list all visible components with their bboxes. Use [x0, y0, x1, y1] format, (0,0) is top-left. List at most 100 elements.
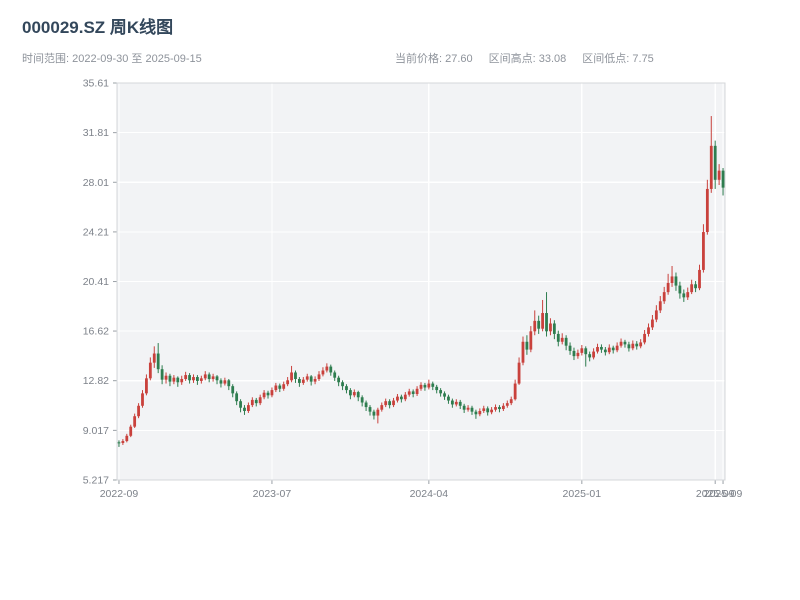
candle-body: [470, 407, 474, 412]
candle-body: [458, 401, 462, 406]
candle-body: [325, 366, 329, 371]
candle-body: [235, 393, 239, 402]
candle-body: [513, 383, 517, 400]
candle-body: [384, 401, 388, 406]
price-stats: 当前价格: 27.60 区间高点: 33.08 区间低点: 7.75: [395, 50, 670, 66]
candle-body: [172, 377, 176, 382]
candle-body: [702, 232, 705, 270]
candle-body: [482, 408, 486, 411]
candle-body: [658, 301, 662, 311]
candle-body: [152, 353, 156, 363]
candle-body: [156, 353, 160, 370]
candle-body: [545, 313, 548, 332]
candle-body: [690, 284, 694, 293]
candle-body: [298, 378, 301, 383]
candle-body: [345, 386, 348, 391]
candle-body: [180, 378, 184, 383]
candle-body: [474, 411, 478, 415]
candle-body: [670, 276, 674, 283]
candle-body: [168, 375, 172, 382]
candle-body: [521, 341, 525, 363]
candle-body: [188, 375, 191, 381]
candle-body: [651, 319, 654, 328]
candle-body: [549, 323, 552, 332]
candle-body: [376, 409, 380, 416]
candle-body: [580, 348, 584, 353]
candle-body: [396, 396, 399, 401]
x-tick-label: 2025-09: [696, 488, 735, 500]
candle-body: [423, 384, 427, 388]
candle-body: [301, 379, 305, 383]
candle-body: [639, 342, 643, 347]
candle-body: [454, 401, 458, 405]
candle-body: [254, 399, 258, 404]
candle-body: [541, 313, 544, 329]
candle-body: [294, 372, 297, 379]
candle-body: [721, 170, 725, 188]
candle-body: [647, 327, 650, 334]
candle-body: [203, 374, 207, 379]
candle-body: [509, 399, 513, 404]
candle-body: [278, 385, 282, 389]
candle-body: [348, 390, 352, 396]
candle-body: [239, 401, 242, 408]
candle-body: [243, 407, 246, 411]
candle-body: [443, 393, 446, 397]
candle-body: [517, 362, 521, 384]
candle-body: [262, 392, 266, 398]
candle-body: [258, 397, 262, 404]
page-title: 000029.SZ 周K线图: [22, 18, 174, 37]
candle-body: [698, 269, 701, 289]
candle-body: [117, 442, 121, 444]
candle-body: [635, 343, 639, 347]
kline-chart: 5.217 9.017 12.82 16.62 20.41 24.21 28.01 31.81…: [83, 78, 743, 501]
candle-body: [388, 401, 392, 406]
y-tick-label: 28.01: [83, 177, 109, 189]
candle-body: [313, 378, 317, 382]
candle-body: [686, 292, 690, 298]
candle-body: [529, 331, 533, 350]
candle-body: [368, 407, 372, 412]
y-tick-label: 31.81: [83, 127, 109, 139]
candle-body: [356, 392, 360, 398]
candle-body: [321, 370, 325, 375]
candle-body: [403, 394, 407, 400]
candle-body: [352, 392, 356, 396]
candle-body: [196, 377, 199, 381]
candle-body: [364, 402, 368, 408]
candle-body: [148, 362, 152, 379]
y-tick-label: 16.62: [83, 326, 109, 338]
candle-body: [250, 399, 254, 406]
candle-body: [392, 400, 395, 406]
candle-body: [678, 285, 682, 294]
candle-body: [560, 337, 564, 342]
candle-body: [435, 386, 439, 391]
candle-body: [415, 388, 419, 395]
candle-body: [572, 350, 576, 357]
candle-body: [525, 341, 529, 350]
candle-body: [266, 392, 270, 396]
candle-body: [231, 386, 235, 394]
x-tick-label: 2025-09: [704, 488, 743, 500]
candle-body: [662, 292, 666, 302]
candle-body: [494, 407, 497, 410]
candle-body: [419, 384, 423, 389]
candle-body: [380, 405, 384, 410]
candle-body: [215, 376, 219, 381]
candle-body: [533, 320, 537, 332]
x-tick-label: 2025-01: [563, 488, 602, 500]
time-range-label: 时间范围: 2022-09-30 至 2025-09-15: [22, 53, 202, 65]
candle-body: [286, 380, 290, 385]
candle-body: [341, 382, 344, 387]
candle-body: [141, 393, 144, 406]
candle-body: [615, 345, 619, 351]
candle-body: [333, 372, 337, 378]
candle-body: [447, 396, 450, 401]
candle-body: [603, 349, 607, 353]
y-tick-label: 24.21: [83, 226, 109, 238]
candle-body: [247, 405, 250, 411]
candle-body: [709, 145, 713, 189]
candle-body: [568, 345, 572, 351]
candle-body: [682, 293, 686, 298]
candle-body: [584, 348, 588, 355]
